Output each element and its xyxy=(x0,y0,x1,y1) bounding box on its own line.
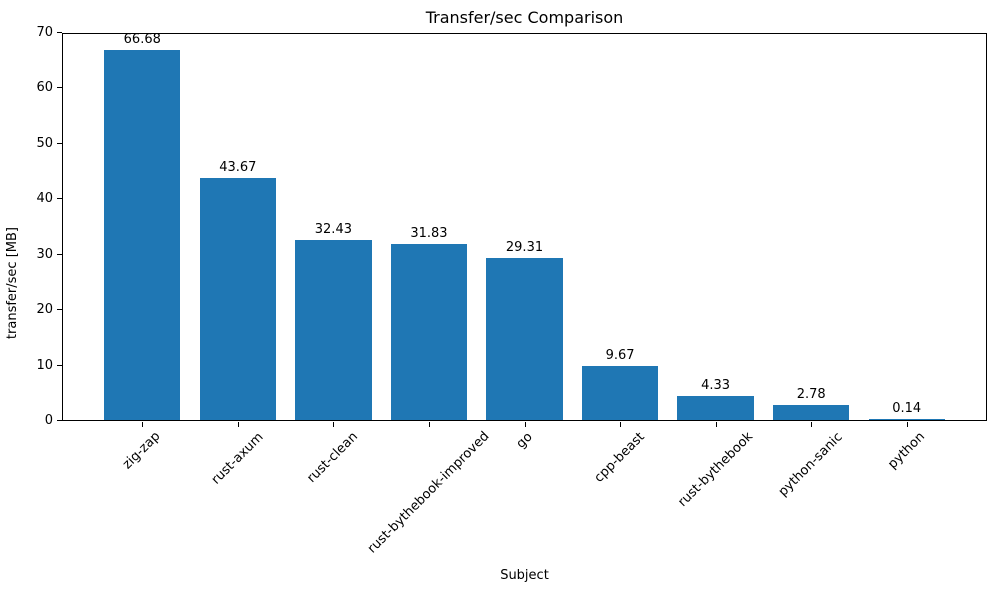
bar-value-label: 31.83 xyxy=(410,225,448,241)
bar-value-label: 0.14 xyxy=(892,401,922,417)
bar xyxy=(486,257,563,420)
bar-value-label: 66.68 xyxy=(123,32,161,48)
y-tick-label: 30 xyxy=(36,246,53,262)
y-axis-label: transfer/sec [MB] xyxy=(5,227,20,340)
x-tick-label: python-sanic xyxy=(775,429,846,500)
y-tick-mark xyxy=(57,142,62,144)
x-tick-mark xyxy=(524,422,526,427)
x-tick-label: python xyxy=(884,429,928,473)
x-tick-label: cpp-beast xyxy=(591,429,648,486)
chart-title: Transfer/sec Comparison xyxy=(425,8,624,27)
y-tick-label: 70 xyxy=(36,25,53,40)
x-axis-label: Subject xyxy=(500,568,549,583)
bar-value-label: 32.43 xyxy=(314,222,352,238)
bar xyxy=(295,240,372,420)
bar-value-label: 4.33 xyxy=(701,378,731,393)
plot-area: 66.68 43.67 32.43 31.83 29.31 9.67 4.33 2.78 0.1… xyxy=(62,32,987,421)
y-tick-mark xyxy=(57,420,62,421)
bar-value-label: 9.67 xyxy=(605,348,635,364)
y-tick-label: 10 xyxy=(36,357,53,373)
y-tick-mark xyxy=(57,253,62,255)
x-tick-label: rust-clean xyxy=(304,429,362,487)
y-tick-label: 20 xyxy=(36,302,53,318)
y-tick-mark xyxy=(57,309,62,311)
x-tick-mark xyxy=(237,422,239,427)
x-tick-label: go xyxy=(513,429,536,452)
x-tick-mark xyxy=(906,422,908,427)
x-tick-mark xyxy=(428,422,430,427)
bar xyxy=(199,177,277,420)
y-tick-label: 40 xyxy=(36,191,53,207)
bar xyxy=(390,243,468,420)
bar-value-label: 2.78 xyxy=(796,386,826,402)
x-tick-mark xyxy=(620,422,622,427)
x-tick-mark xyxy=(142,422,144,427)
x-tick-mark xyxy=(811,422,813,427)
bar xyxy=(104,50,181,420)
y-tick-label: 50 xyxy=(36,135,53,151)
bar xyxy=(868,419,945,420)
y-tick-mark xyxy=(57,87,62,89)
y-tick-label: 60 xyxy=(36,80,53,96)
x-tick-mark xyxy=(333,422,335,427)
x-tick-label: zig-zap xyxy=(120,429,164,473)
bar-value-label: 29.31 xyxy=(505,239,544,255)
bar xyxy=(772,404,850,420)
bar xyxy=(581,366,659,420)
y-tick-label: 0 xyxy=(44,413,53,428)
y-tick-mark xyxy=(57,364,62,366)
y-tick-mark xyxy=(57,198,62,200)
x-tick-mark xyxy=(715,422,717,427)
y-tick-mark xyxy=(57,32,62,33)
x-tick-label: rust-axum xyxy=(208,429,267,488)
bar xyxy=(677,396,754,420)
x-tick-label: rust-bythebook xyxy=(674,429,756,511)
x-tick-label: rust-bythebook-improved xyxy=(364,429,493,557)
bar-value-label: 43.67 xyxy=(219,159,257,175)
